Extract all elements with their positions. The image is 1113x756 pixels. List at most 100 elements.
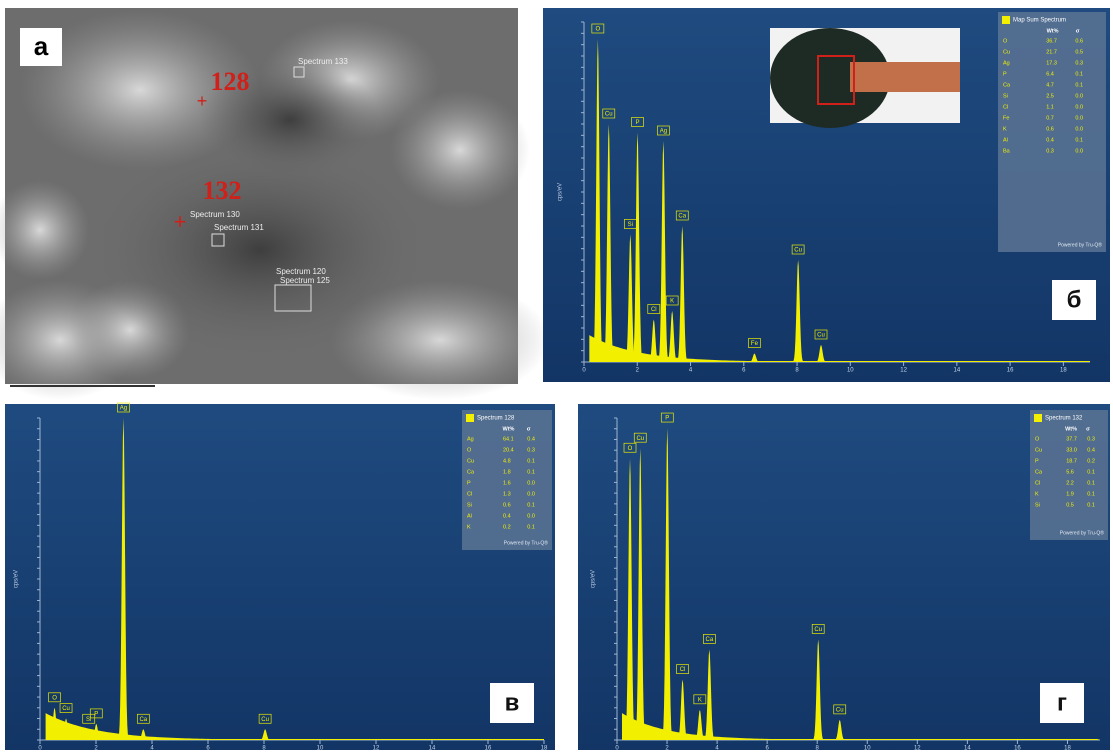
x-tick-label: 12: [900, 368, 907, 374]
legend-title: Spectrum 132: [1045, 416, 1083, 422]
table-cell: Cl: [1035, 480, 1040, 486]
peak-label: Ca: [706, 637, 714, 643]
peak-label: O: [596, 27, 601, 33]
table-cell: 0.0: [1075, 126, 1083, 132]
table-cell: Ag: [1003, 60, 1010, 66]
panel-label: а: [34, 31, 49, 61]
table-cell: K: [467, 524, 471, 530]
panel-label: в: [505, 689, 520, 716]
x-tick-label: 12: [914, 746, 921, 751]
table-cell: Cu: [1035, 447, 1042, 453]
panel-label: г: [1057, 689, 1067, 716]
table-cell: 0.0: [527, 480, 535, 486]
x-tick-label: 10: [317, 746, 324, 751]
peak-label: Cu: [817, 333, 825, 339]
table-cell: 1.1: [1046, 104, 1054, 110]
peak-label: P: [636, 120, 640, 126]
table-cell: 64.1: [503, 436, 514, 442]
spectrum-label: Spectrum 120: [276, 267, 326, 276]
table-cell: 0.1: [1075, 137, 1083, 143]
table-cell: 1.8: [503, 469, 511, 475]
table-cell: 0.1: [1087, 502, 1095, 508]
table-cell: 0.5: [1075, 49, 1083, 55]
table-cell: 18.7: [1066, 458, 1077, 464]
table-cell: 0.6: [1075, 38, 1083, 44]
x-tick-label: 14: [429, 746, 436, 751]
table-cell: 33.0: [1066, 447, 1077, 453]
table-cell: 0.0: [1075, 148, 1083, 154]
table-cell: Al: [467, 513, 472, 519]
peak-label: Cl: [651, 307, 657, 313]
table-cell: 0.4: [1087, 447, 1095, 453]
table-cell: 0.1: [527, 469, 535, 475]
peak-label: Cu: [636, 436, 644, 442]
table-cell: O: [1003, 38, 1008, 44]
table-cell: Ag: [467, 436, 474, 442]
table-header: Wt%: [503, 426, 515, 432]
table-cell: Si: [1035, 502, 1040, 508]
peak-label: K: [698, 697, 702, 703]
table-cell: Si: [1003, 93, 1008, 99]
table-cell: P: [1035, 458, 1039, 464]
peak-label: K: [670, 299, 674, 305]
table-cell: Si: [467, 502, 472, 508]
peak-label: Cu: [794, 248, 802, 254]
table-cell: 0.1: [527, 458, 535, 464]
peak-label: Cu: [836, 707, 844, 713]
x-tick-label: 10: [864, 746, 871, 751]
peak-label: O: [52, 695, 57, 701]
sem-image: а 128 132 + + Spectrum 133 Spectrum 130 …: [0, 8, 550, 400]
table-cell: 20.4: [503, 447, 514, 453]
table-cell: 0.3: [1046, 148, 1054, 154]
table-cell: 0.1: [1087, 480, 1095, 486]
photo-holder: [850, 62, 960, 92]
x-tick-label: 16: [485, 746, 492, 751]
table-cell: 21.7: [1046, 49, 1057, 55]
table-cell: 0.0: [1075, 104, 1083, 110]
table-cell: 4.7: [1046, 82, 1054, 88]
legend-footer: Powered by Tru-Q®: [504, 539, 549, 546]
table-cell: 4.8: [503, 458, 511, 464]
table-cell: 0.4: [527, 436, 535, 442]
table-cell: 2.5: [1046, 93, 1054, 99]
table-cell: 0.0: [1075, 115, 1083, 121]
panel-label: б: [1067, 286, 1082, 313]
table-cell: 0.0: [1075, 93, 1083, 99]
peak-label: Cu: [605, 112, 613, 118]
peak-label: Cu: [261, 717, 269, 723]
spectrum-label: Spectrum 130: [190, 210, 240, 219]
table-cell: Ca: [467, 469, 475, 475]
x-tick-label: 16: [1014, 746, 1021, 751]
table-cell: 0.3: [1087, 436, 1095, 442]
table-cell: 17.3: [1046, 60, 1057, 66]
table-cell: 37.7: [1066, 436, 1077, 442]
table-cell: 0.1: [1087, 491, 1095, 497]
spectrum-label: Spectrum 133: [298, 57, 348, 66]
peak-label: Si: [628, 222, 633, 228]
table-cell: 0.1: [1087, 469, 1095, 475]
x-tick-label: 14: [964, 746, 971, 751]
table-cell: 0.6: [503, 502, 511, 508]
table-cell: P: [1003, 71, 1007, 77]
legend-footer: Powered by Tru-Q®: [1058, 241, 1103, 248]
y-axis-label: cps/eV: [591, 570, 597, 588]
x-tick-label: 18: [541, 746, 548, 751]
legend-title: Spectrum 128: [477, 416, 515, 422]
table-cell: 0.1: [527, 524, 535, 530]
legend-swatch: [1034, 414, 1042, 422]
table-cell: 0.6: [1046, 126, 1054, 132]
table-cell: Ca: [1003, 82, 1011, 88]
spectrum-label: Spectrum 131: [214, 223, 264, 232]
table-cell: Fe: [1003, 115, 1009, 121]
table-cell: Al: [1003, 137, 1008, 143]
table-header: σ: [1076, 28, 1080, 34]
table-cell: 5.6: [1066, 469, 1074, 475]
table-cell: 0.2: [503, 524, 511, 530]
legend-swatch: [1002, 16, 1010, 24]
table-cell: 0.3: [527, 447, 535, 453]
table-cell: 0.1: [527, 502, 535, 508]
table-cell: O: [1035, 436, 1040, 442]
table-cell: O: [467, 447, 472, 453]
peak-label: Fe: [751, 341, 759, 347]
peak-label: Ca: [139, 717, 147, 723]
